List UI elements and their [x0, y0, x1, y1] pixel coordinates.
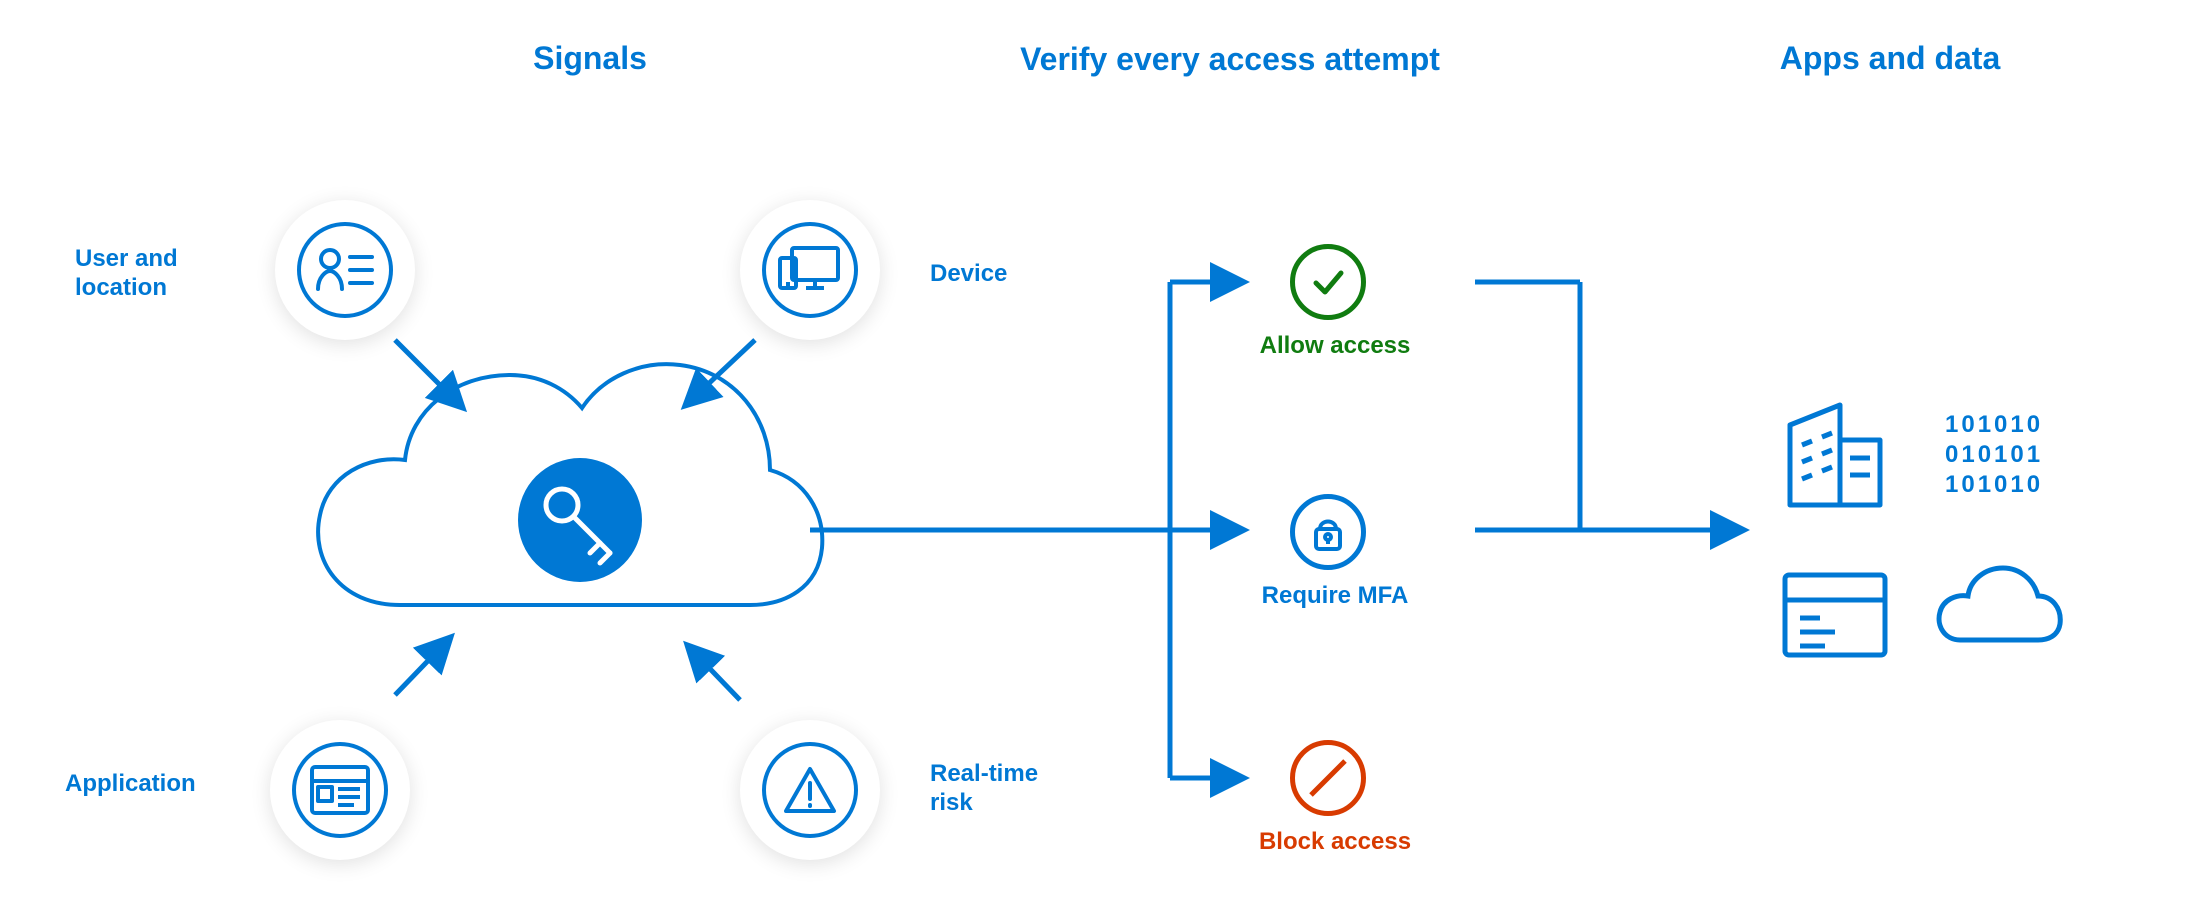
building-icon: [1790, 405, 1880, 505]
label-allow: Allow access: [1255, 332, 1415, 360]
cloud-icon: [318, 364, 822, 605]
browser-app-icon: [310, 765, 370, 815]
label-user-location: User and location: [75, 245, 245, 303]
browser-small-icon: [1785, 575, 1885, 655]
label-realtime-risk: Real-time risk: [930, 760, 1080, 818]
label-application: Application: [65, 770, 196, 799]
label-block: Block access: [1255, 828, 1415, 856]
small-cloud-icon: [1939, 568, 2060, 640]
device-badge: [740, 200, 880, 340]
merge-arrow: [1475, 282, 1740, 530]
block-circle: [1290, 740, 1366, 816]
allow-circle: [1290, 244, 1366, 320]
mfa-circle: [1290, 494, 1366, 570]
check-icon: [1308, 262, 1348, 302]
heading-verify: Verify every access attempt: [1000, 40, 1460, 78]
monitor-phone-icon: [778, 244, 842, 296]
label-mfa: Require MFA: [1255, 582, 1415, 610]
warning-triangle-icon: [782, 765, 838, 815]
heading-signals: Signals: [450, 40, 730, 77]
binary-data-icon: 101010 010101 101010: [1945, 410, 2043, 500]
heading-apps: Apps and data: [1740, 40, 2040, 77]
user-location-badge: [275, 200, 415, 340]
flow-arrows: [810, 282, 1240, 778]
prohibit-icon: [1301, 751, 1355, 805]
lock-user-icon: [1308, 511, 1348, 553]
user-list-icon: [316, 245, 374, 295]
label-device: Device: [930, 260, 1007, 289]
application-badge: [270, 720, 410, 860]
signal-arrows: [395, 340, 755, 700]
risk-badge: [740, 720, 880, 860]
